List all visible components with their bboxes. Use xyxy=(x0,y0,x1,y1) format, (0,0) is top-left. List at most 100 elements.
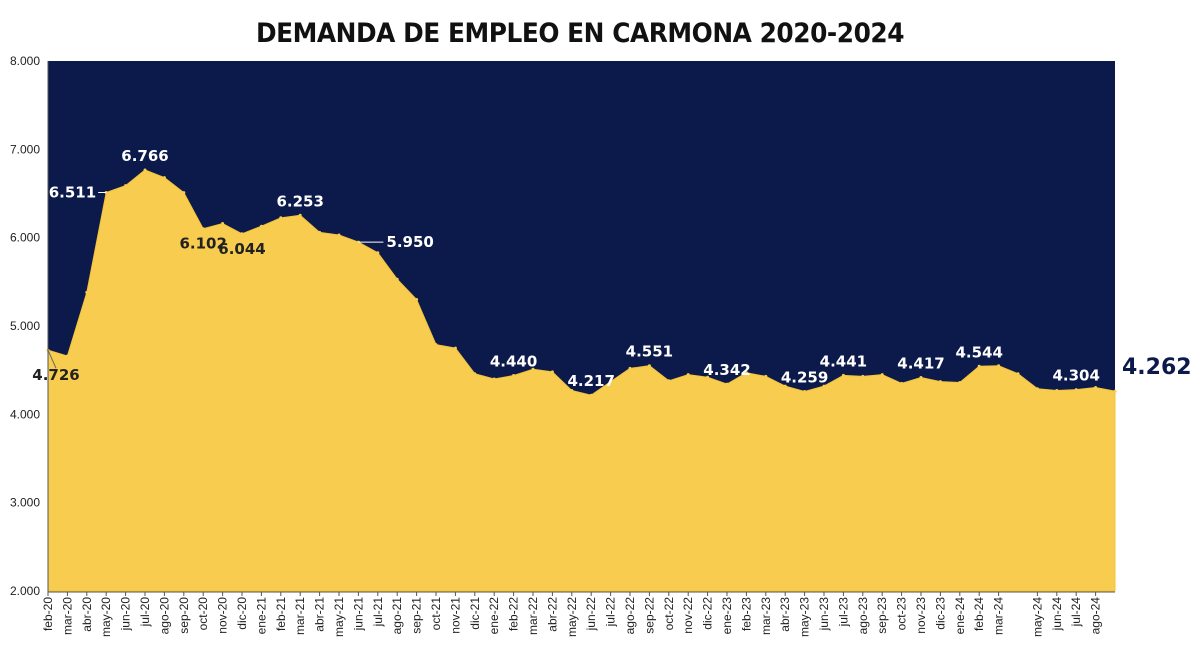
x-tick-label: jun-23 xyxy=(817,597,831,632)
data-point xyxy=(725,382,729,386)
data-point xyxy=(686,373,690,377)
y-tick-label: 6.000 xyxy=(10,231,40,245)
data-label: 6.766 xyxy=(121,147,168,165)
data-label: 5.950 xyxy=(386,233,433,251)
data-point xyxy=(434,343,438,347)
data-label: 4.726 xyxy=(32,366,79,384)
x-tick-label: abr-22 xyxy=(545,597,559,632)
x-tick-label: feb-23 xyxy=(739,597,753,631)
data-point xyxy=(550,370,554,374)
data-point xyxy=(706,375,710,379)
data-point xyxy=(318,230,322,234)
plot-area xyxy=(46,61,1117,592)
x-tick-label: may-21 xyxy=(332,597,346,637)
data-point xyxy=(783,384,787,388)
y-tick-label: 5.000 xyxy=(10,319,40,333)
data-point xyxy=(182,191,186,195)
x-tick-label: mar-21 xyxy=(293,597,307,635)
x-tick-label: dic-22 xyxy=(701,597,715,630)
data-point xyxy=(162,176,166,180)
data-point xyxy=(1035,387,1039,391)
chart-title: DEMANDA DE EMPLEO EN CARMONA 2020-2024 xyxy=(255,18,905,49)
x-tick-label: jun-21 xyxy=(351,597,365,632)
x-tick-label: may-22 xyxy=(565,597,579,637)
data-label: 6.044 xyxy=(218,240,265,258)
x-tick-label: ago-23 xyxy=(856,597,870,635)
x-tick-label: may-20 xyxy=(99,597,113,637)
x-tick-label: jun-22 xyxy=(584,597,598,632)
x-tick-label: mar-23 xyxy=(759,597,773,635)
y-tick-label: 8.000 xyxy=(10,54,40,68)
data-point xyxy=(977,364,981,368)
x-tick-label: ago-24 xyxy=(1089,597,1103,635)
data-point xyxy=(240,232,244,236)
x-tick-label: sep-22 xyxy=(642,597,656,634)
x-tick-label: sep-20 xyxy=(177,597,191,634)
label-leader-line xyxy=(47,349,57,369)
data-label: 6.102 xyxy=(179,235,226,253)
x-tick-label: oct-20 xyxy=(196,597,210,631)
data-point xyxy=(861,374,865,378)
data-point xyxy=(880,373,884,377)
y-tick-label: 3.000 xyxy=(10,496,40,510)
data-label: 4.544 xyxy=(955,343,1002,361)
data-label: 4.217 xyxy=(567,372,614,390)
data-point xyxy=(1074,388,1078,392)
x-tick-label: abr-21 xyxy=(313,597,327,632)
data-point xyxy=(124,184,128,188)
data-point xyxy=(997,364,1001,368)
x-tick-label: jun-20 xyxy=(119,597,133,632)
x-tick-label: jul-24 xyxy=(1069,597,1083,628)
x-tick-label: sep-21 xyxy=(410,597,424,634)
data-point xyxy=(221,222,225,225)
data-point xyxy=(298,213,302,217)
x-tick-label: dic-21 xyxy=(468,597,482,630)
data-point xyxy=(822,384,826,388)
x-tick-label: mar-22 xyxy=(526,597,540,635)
data-point xyxy=(85,290,89,294)
data-point xyxy=(764,374,768,378)
x-tick-label: oct-23 xyxy=(895,597,909,631)
x-tick-label: abr-20 xyxy=(80,597,94,632)
data-point xyxy=(492,377,496,381)
x-tick-label: may-24 xyxy=(1030,597,1044,637)
data-point xyxy=(1113,389,1117,393)
data-label: 4.441 xyxy=(820,352,867,370)
x-tick-label: feb-20 xyxy=(41,597,55,631)
data-point xyxy=(919,376,923,379)
y-axis: 2.000 3.000 4.000 5.000 6.000 7.000 8.000 xyxy=(10,54,49,598)
data-label: 4.551 xyxy=(626,343,673,361)
x-tick-label: mar-24 xyxy=(992,597,1006,635)
x-tick-label: oct-21 xyxy=(429,597,443,631)
data-point xyxy=(415,298,419,301)
x-tick-label: nov-22 xyxy=(681,597,695,634)
x-tick-label: nov-21 xyxy=(448,597,462,634)
y-tick-label: 4.000 xyxy=(10,407,40,421)
data-label: 6.253 xyxy=(276,192,323,210)
data-point xyxy=(1094,386,1098,389)
x-tick-label: abr-23 xyxy=(778,597,792,632)
x-tick-label: feb-21 xyxy=(274,597,288,631)
x-tick-label: jul-21 xyxy=(371,597,385,628)
x-tick-label: ago-20 xyxy=(157,597,171,635)
data-point xyxy=(279,216,283,220)
data-point xyxy=(589,393,593,397)
data-point xyxy=(201,227,205,231)
x-tick-label: nov-23 xyxy=(914,597,928,634)
data-point xyxy=(900,381,904,385)
x-tick-label: ene-24 xyxy=(953,597,967,635)
y-tick-label: 7.000 xyxy=(10,142,40,156)
x-tick-label: ene-22 xyxy=(487,597,501,635)
data-point xyxy=(1055,389,1059,392)
data-point xyxy=(647,364,651,368)
data-point xyxy=(938,380,942,384)
data-point xyxy=(395,277,399,281)
data-point xyxy=(628,366,632,370)
data-point xyxy=(531,367,535,371)
data-point xyxy=(667,379,671,383)
data-label: 4.259 xyxy=(781,369,828,387)
x-tick-label: jul-20 xyxy=(138,597,152,628)
x-tick-label: jul-23 xyxy=(836,597,850,628)
